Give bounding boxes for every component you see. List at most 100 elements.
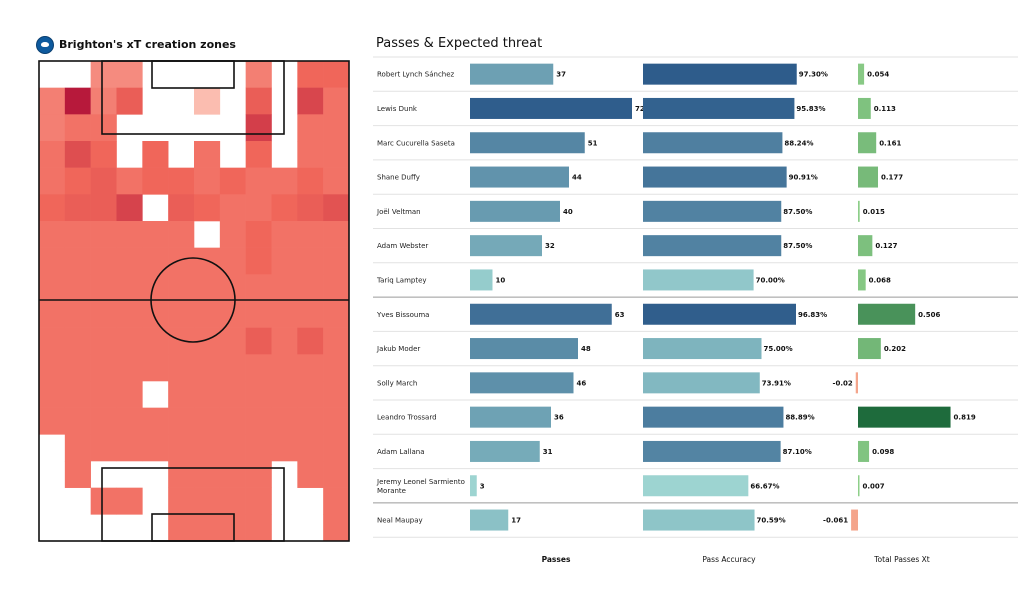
heatmap-cell (64, 434, 91, 462)
heatmap-cell (116, 274, 143, 302)
heatmap-cell (168, 487, 195, 515)
heatmap-cell (90, 434, 117, 462)
heatmap-cell (116, 61, 143, 88)
pass-accuracy-bar (643, 235, 782, 257)
heatmap-cell (168, 167, 195, 195)
xt-bar (851, 509, 858, 531)
heatmap-cell (168, 301, 195, 328)
heatmap-cell (64, 87, 91, 115)
heatmap-cell (116, 407, 143, 435)
heatmap-cell (297, 114, 324, 142)
heatmap-cell (64, 381, 91, 408)
pass-accuracy-value: 73.91% (762, 379, 791, 387)
heatmap-cell (245, 221, 272, 248)
heatmap-cell (271, 354, 298, 382)
xt-bar (858, 63, 865, 85)
pitch-lines (38, 60, 350, 542)
passes-bar (470, 269, 493, 291)
heatmap-cell (219, 167, 246, 195)
passes-value: 17 (511, 517, 521, 525)
heatmap-cell (39, 327, 66, 355)
player-name: Adam Webster (377, 242, 428, 250)
xt-value: 0.098 (872, 448, 894, 456)
heatmap-cell (245, 87, 272, 115)
xt-bar (858, 406, 951, 428)
passes-bar (470, 200, 560, 222)
passes-value: 51 (588, 139, 598, 147)
heatmap-cell (168, 434, 195, 462)
heatmap-cell (90, 487, 117, 515)
heatmap-cell (64, 247, 91, 275)
heatmap-cell (219, 461, 246, 488)
heatmap-cell (323, 61, 350, 88)
heatmap-cell (323, 327, 350, 355)
heatmap-cell (64, 301, 91, 328)
heatmap-cell (39, 167, 66, 195)
pass-accuracy-bar (643, 406, 784, 428)
heatmap-cell (142, 327, 169, 355)
passes-value: 3 (480, 482, 485, 490)
heatmap-cell (90, 274, 117, 302)
heatmap-cell (323, 87, 350, 115)
heatmap-cell (39, 221, 66, 248)
six-yard-box-bottom (151, 513, 235, 542)
pass-accuracy-bar (643, 338, 762, 360)
passes-bar (470, 338, 578, 360)
heatmap-cell (271, 434, 298, 462)
player-name-line: Jeremy Leonel Sarmiento (376, 478, 465, 486)
xt-bar (858, 235, 873, 257)
heatmap-cell (39, 247, 66, 275)
heatmap-cell (116, 301, 143, 328)
heatmap-cell (142, 274, 169, 302)
heatmap-cell (194, 354, 221, 382)
heatmap-cell (39, 141, 66, 168)
passes-value: 44 (572, 174, 582, 182)
passes-bar (470, 440, 540, 462)
heatmap-cell (64, 274, 91, 302)
heatmap-cell (39, 87, 66, 115)
heatmap-cell (219, 247, 246, 275)
heatmap-cell (219, 221, 246, 248)
xt-value: 0.819 (954, 414, 976, 422)
heatmap-cell (271, 167, 298, 195)
heatmap-cell (219, 487, 246, 515)
heatmap-cell (168, 381, 195, 408)
heatmap-cell (194, 514, 221, 542)
heatmap-cell (297, 247, 324, 275)
heatmap-cell (64, 461, 91, 488)
passes-bar (470, 303, 612, 325)
heatmap-cell (245, 327, 272, 355)
heatmap-cell (64, 141, 91, 168)
heatmap-cell (194, 141, 221, 168)
xt-bar (858, 338, 881, 360)
heatmap-cell (297, 381, 324, 408)
heatmap-cell (219, 407, 246, 435)
heatmap-cell (64, 354, 91, 382)
player-name-line: Morante (377, 487, 406, 495)
heatmap-cell (142, 167, 169, 195)
passes-value: 72 (635, 105, 645, 113)
heatmap-cell (219, 194, 246, 222)
heatmap-cell (194, 87, 221, 115)
xt-bar (858, 132, 877, 154)
pass-accuracy-value: 66.67% (750, 482, 779, 490)
heatmap-cell (297, 87, 324, 115)
heatmap-cell (194, 167, 221, 195)
heatmap-cell (116, 381, 143, 408)
heatmap-cell (64, 114, 91, 142)
heatmap-cell (323, 247, 350, 275)
heatmap-cell (245, 61, 272, 88)
xt-value: 0.113 (874, 105, 896, 113)
heatmap-cell (194, 407, 221, 435)
pass-accuracy-bar (643, 166, 787, 188)
heatmap-cell (219, 354, 246, 382)
pitch-title: Brighton's xT creation zones (59, 38, 236, 51)
xt-bar (855, 372, 858, 394)
heatmap-cell (90, 407, 117, 435)
heatmap-cell (194, 194, 221, 222)
heatmap-cell (297, 194, 324, 222)
xt-value: 0.007 (863, 482, 885, 490)
heatmap-cell (116, 434, 143, 462)
player-name: Solly March (377, 379, 417, 387)
